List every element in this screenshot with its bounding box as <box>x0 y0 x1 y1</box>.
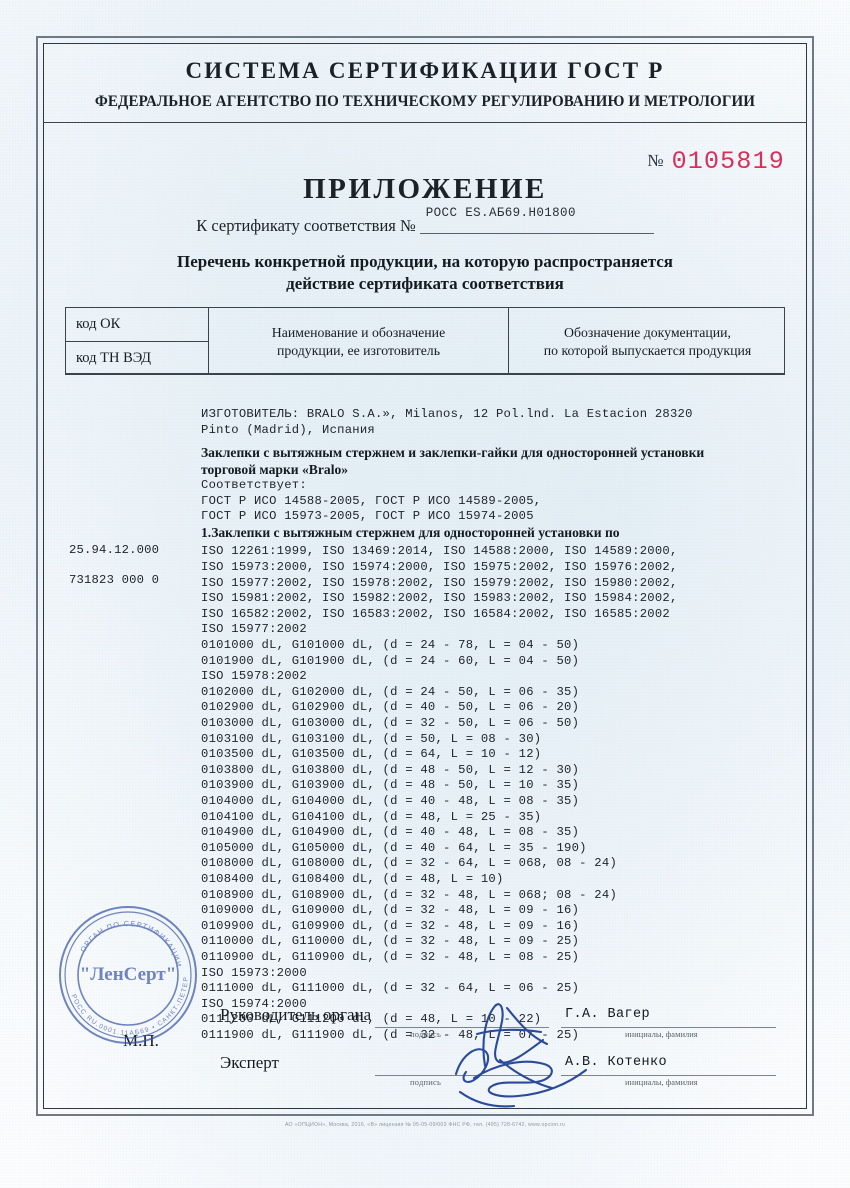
initials-line-head <box>561 1027 776 1028</box>
iso-standards-line: ISO 15977:2002, ISO 15978:2002, ISO 1597… <box>201 575 678 590</box>
tnved-code-value: 731823 000 0 <box>69 573 160 587</box>
product-group-standard: ISO 15977:2002 <box>201 622 307 637</box>
spacer-1 <box>201 438 791 445</box>
product-item: 0103800 dL, G103800 dL, (d = 48 - 50, L … <box>201 762 580 777</box>
gost-line-1: ГОСТ Р ИСО 14588-2005, ГОСТ Р ИСО 14589-… <box>201 493 542 508</box>
manufacturer-line-1: ИЗГОТОВИТЕЛЬ: BRALO S.A.», Milanos, 12 P… <box>201 407 693 421</box>
initials-line-expert <box>561 1075 776 1076</box>
product-item: 0110000 dL, G110000 dL, (d = 32 - 48, L … <box>201 934 580 949</box>
signature-line-expert <box>375 1075 549 1076</box>
product-item: 0102900 dL, G102900 dL, (d = 40 - 50, L … <box>201 700 580 715</box>
product-group-standard: ISO 15974:2000 <box>201 996 307 1011</box>
signatory-name-head: Г.А. Вагер <box>565 1007 651 1022</box>
product-item: 0108400 dL, G108400 dL, (d = 48, L = 10) <box>201 871 504 886</box>
table-header-documentation-line1: Обозначение документации, <box>564 324 731 340</box>
iso-standards-line: ISO 15973:2000, ISO 15974:2000, ISO 1597… <box>201 560 678 575</box>
signature-caption-head: подпись <box>410 1029 442 1039</box>
signature-row-expert: Эксперт подпись А.В. Котенко инициалы, ф… <box>65 1051 785 1091</box>
product-item: 0103500 dL, G103500 dL, (d = 64, L = 10 … <box>201 747 542 762</box>
purpose-statement: Перечень конкретной продукции, на котору… <box>43 251 807 295</box>
product-item: 0109900 dL, G109900 dL, (d = 32 - 48, L … <box>201 918 580 933</box>
table-header-documentation-line2: по которой выпускается продукция <box>543 342 752 358</box>
product-item: 0110900 dL, G110900 dL, (d = 32 - 48, L … <box>201 949 580 964</box>
section-1-heading: 1.Заклепки с вытяжным стержнем для однос… <box>201 524 620 540</box>
signature-role-expert: Эксперт <box>220 1053 279 1072</box>
certificate-reference-blank: РОСС ES.АБ69.Н01800 <box>419 206 654 234</box>
number-symbol: № <box>647 151 664 170</box>
signatory-name-expert: А.В. Котенко <box>565 1055 668 1070</box>
iso-standards-line: ISO 15981:2002, ISO 15982:2002, ISO 1598… <box>201 591 678 606</box>
product-item: 0101900 dL, G101900 dL, (d = 24 - 60, L … <box>201 653 580 668</box>
header-agency-title: ФЕДЕРАЛЬНОЕ АГЕНТСТВО ПО ТЕХНИЧЕСКОМУ РЕ… <box>94 93 756 110</box>
header-divider <box>43 122 807 123</box>
iso-standards-line: ISO 16582:2002, ISO 16583:2002, ISO 1658… <box>201 606 670 621</box>
product-title-line-1: Заклепки с вытяжным стержнем и заклепки-… <box>201 445 705 461</box>
product-item: 0109000 dL, G109000 dL, (d = 32 - 48, L … <box>201 903 580 918</box>
certificate-reference: К сертификату соответствия № РОСС ES.АБ69… <box>43 206 807 236</box>
table-header-documentation: Обозначение документации, по которой вып… <box>509 308 786 375</box>
product-group: ISO 15978:2002 0102000 dL, G102000 dL, (… <box>201 669 791 965</box>
product-item: 0111000 dL, G111000 dL, (d = 32 - 64, L … <box>201 981 580 996</box>
iso-standards-list: ISO 12261:1999, ISO 13469:2014, ISO 1458… <box>201 544 791 622</box>
product-item: 0103000 dL, G103000 dL, (d = 32 - 50, L … <box>201 716 580 730</box>
product-item: 0103900 dL, G103900 dL, (d = 48 - 50, L … <box>201 778 580 793</box>
printer-footer: АО «ОПЦИОН», Москва, 2016, «В» лицензия … <box>284 1122 566 1128</box>
product-group: ISO 15973:2000 0111000 dL, G111000 dL, (… <box>201 966 791 997</box>
product-item: 0103100 dL, G103100 dL, (d = 50, L = 08 … <box>201 731 542 746</box>
certificate-reference-value: РОСС ES.АБ69.Н01800 <box>425 206 576 220</box>
initials-caption-expert: инициалы, фамилия <box>625 1077 698 1087</box>
gost-line-2: ГОСТ Р ИСО 15973-2005, ГОСТ Р ИСО 15974-… <box>201 509 534 524</box>
product-group-standard: ISO 15973:2000 <box>201 965 307 980</box>
document-header: СИСТЕМА СЕРТИФИКАЦИИ ГОСТ Р ФЕДЕРАЛЬНОЕ … <box>43 43 807 111</box>
document-frame-outer <box>36 36 814 1116</box>
certificate-reference-label: К сертификату соответствия № <box>196 216 416 235</box>
signature-line-head <box>375 1027 549 1028</box>
product-item: 0104100 dL, G104100 dL, (d = 48, L = 25 … <box>201 809 542 824</box>
table-horizontal-separator <box>66 341 208 342</box>
product-item: 0101000 dL, G101000 dL, (d = 24 - 78, L … <box>201 638 580 653</box>
table-header-product-name-line2: продукции, ее изготовитель <box>277 342 440 358</box>
manufacturer-line-2: Pinto (Madrid), Испания <box>201 422 375 437</box>
table-header-ok-code: код ОК <box>76 316 121 332</box>
product-title-line-2: торговой марки «Bralo» <box>201 461 349 477</box>
iso-standards-line: ISO 12261:1999, ISO 13469:2014, ISO 1458… <box>201 544 678 559</box>
signature-block: М.П. Руководитель органа подпись Г.А. Ва… <box>65 1003 785 1089</box>
table-header-product-name: Наименование и обозначение продукции, ее… <box>209 308 508 375</box>
header-system-title: СИСТЕМА СЕРТИФИКАЦИИ ГОСТ Р <box>185 58 665 83</box>
product-item: 0104900 dL, G104900 dL, (d = 40 - 48, L … <box>201 825 580 840</box>
product-group: ISO 15977:2002 0101000 dL, G101000 dL, (… <box>201 622 791 669</box>
table-vertical-separator-1 <box>208 308 209 373</box>
product-item: 0108000 dL, G108000 dL, (d = 32 - 64, L … <box>201 856 618 871</box>
product-item: 0105000 dL, G105000 dL, (d = 40 - 64, L … <box>201 840 587 855</box>
ok-code-value: 25.94.12.000 <box>69 543 160 557</box>
table-header-tnved-code: код ТН ВЭД <box>76 350 152 366</box>
table-bottom-rule <box>65 374 785 375</box>
signature-role-head: Руководитель органа <box>220 1005 372 1024</box>
initials-caption-head: инициалы, фамилия <box>625 1029 698 1039</box>
signature-row-head: Руководитель органа подпись Г.А. Вагер и… <box>65 1003 785 1043</box>
table-vertical-separator-2 <box>508 308 509 373</box>
product-item: 0102000 dL, G102000 dL, (d = 24 - 50, L … <box>201 684 580 699</box>
product-item: 0108900 dL, G108900 dL, (d = 32 - 48, L … <box>201 887 618 902</box>
signature-caption-expert: подпись <box>410 1077 442 1087</box>
purpose-line-2: действие сертификата соответствия <box>286 274 564 293</box>
page-title: ПРИЛОЖЕНИЕ <box>303 173 547 205</box>
product-group-standard: ISO 15978:2002 <box>201 669 307 684</box>
product-description-body: ИЗГОТОВИТЕЛЬ: BRALO S.A.», Milanos, 12 P… <box>201 407 791 1043</box>
product-item: 0104000 dL, G104000 dL, (d = 40 - 48, L … <box>201 793 580 808</box>
certificate-number-value: 0105819 <box>671 147 785 176</box>
certificate-number: № 0105819 <box>647 147 785 176</box>
purpose-line-1: Перечень конкретной продукции, на котору… <box>176 252 674 271</box>
product-codes-column: 25.94.12.000 731823 000 0 <box>69 535 209 595</box>
conforms-label: Соответствует: <box>201 478 307 493</box>
table-header-product-name-line1: Наименование и обозначение <box>271 324 446 340</box>
product-table-header: код ОК код ТН ВЭД Наименование и обознач… <box>65 307 785 374</box>
document-content: СИСТЕМА СЕРТИФИКАЦИИ ГОСТ Р ФЕДЕРАЛЬНОЕ … <box>43 43 807 1109</box>
